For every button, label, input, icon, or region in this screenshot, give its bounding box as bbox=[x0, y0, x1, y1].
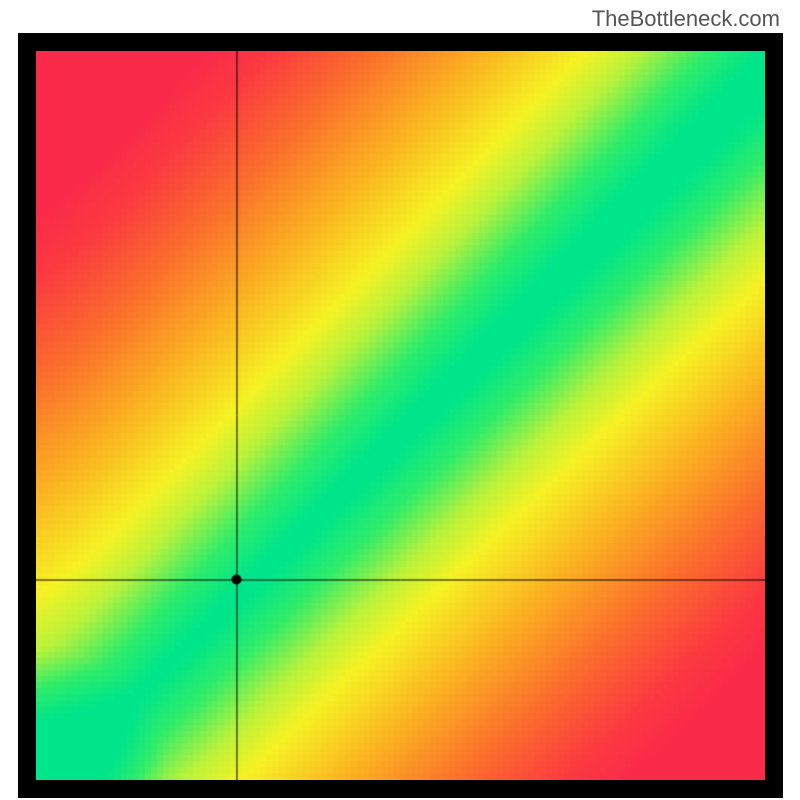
crosshair-overlay bbox=[36, 51, 765, 780]
watermark-text: TheBottleneck.com bbox=[592, 6, 780, 32]
